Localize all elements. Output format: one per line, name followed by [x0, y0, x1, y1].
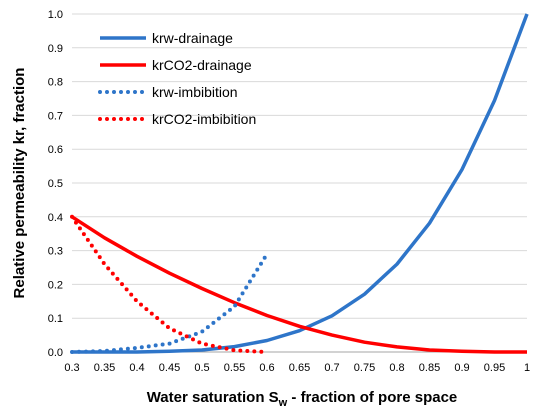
x-tick-label: 0.85: [419, 362, 440, 374]
y-tick-label: 1.0: [48, 9, 63, 21]
x-tick-label: 0.45: [159, 362, 180, 374]
x-tick-label: 0.65: [289, 362, 310, 374]
x-tick-label: 1: [524, 362, 530, 374]
x-tick-label: 0.4: [129, 362, 144, 374]
series-line-krw-imbibition: [70, 252, 269, 354]
x-axis-title: Water saturation Sw - fraction of pore s…: [147, 389, 458, 409]
legend-label-krCO2-imbibition: krCO2-imbibition: [152, 111, 256, 127]
legend-label-krCO2-drainage: krCO2-drainage: [152, 57, 252, 73]
y-tick-label: 0.7: [48, 110, 63, 122]
x-tick-label: 0.7: [324, 362, 339, 374]
y-tick-label: 0.5: [48, 178, 63, 190]
x-tick-label: 0.8: [389, 362, 404, 374]
x-tick-label: 0.9: [454, 362, 469, 374]
x-tick-label: 0.5: [194, 362, 209, 374]
x-axis-title-main: Water saturation S: [147, 389, 279, 406]
x-tick-label: 0.95: [484, 362, 505, 374]
y-tick-label: 0.0: [48, 347, 63, 359]
x-tick-label: 0.75: [354, 362, 375, 374]
gridlines: [72, 13, 527, 353]
y-tick-label: 0.6: [48, 144, 63, 156]
series-group: [70, 13, 529, 354]
y-axis-title: Relative permeability kr, fraction: [11, 68, 28, 299]
x-tick-label: 0.6: [259, 362, 274, 374]
y-tick-label: 0.3: [48, 246, 63, 258]
y-tick-labels: 0.0 0.1 0.2 0.3 0.4 0.5 0.6 0.7 0.8 0.9 1.0: [48, 9, 63, 359]
x-tick-label: 0.35: [94, 362, 115, 374]
y-tick-label: 0.8: [48, 77, 63, 89]
legend-label-krw-imbibition: krw-imbibition: [152, 84, 238, 100]
legend: krw-drainage krCO2-drainage krw-imbibition…: [98, 30, 256, 127]
series-line-krCO2-imbibition: [70, 214, 269, 354]
x-tick-labels: 0.3 0.35 0.4 0.45 0.5 0.55 0.6 0.65 0.7 0.75 0.8 0.…: [64, 362, 530, 374]
y-tick-label: 0.4: [48, 212, 63, 224]
x-tick-label: 0.3: [64, 362, 79, 374]
y-tick-label: 0.2: [48, 279, 63, 291]
x-axis-title-suffix: - fraction of pore space: [287, 389, 457, 406]
series-line-krCO2-drainage: [71, 215, 527, 354]
y-tick-label: 0.9: [48, 43, 63, 55]
legend-label-krw-drainage: krw-drainage: [152, 30, 233, 46]
x-axis-title-subscript: w: [278, 397, 288, 409]
series-line-krw-drainage: [72, 13, 529, 354]
y-tick-label: 0.1: [48, 313, 63, 325]
x-tick-label: 0.55: [224, 362, 245, 374]
